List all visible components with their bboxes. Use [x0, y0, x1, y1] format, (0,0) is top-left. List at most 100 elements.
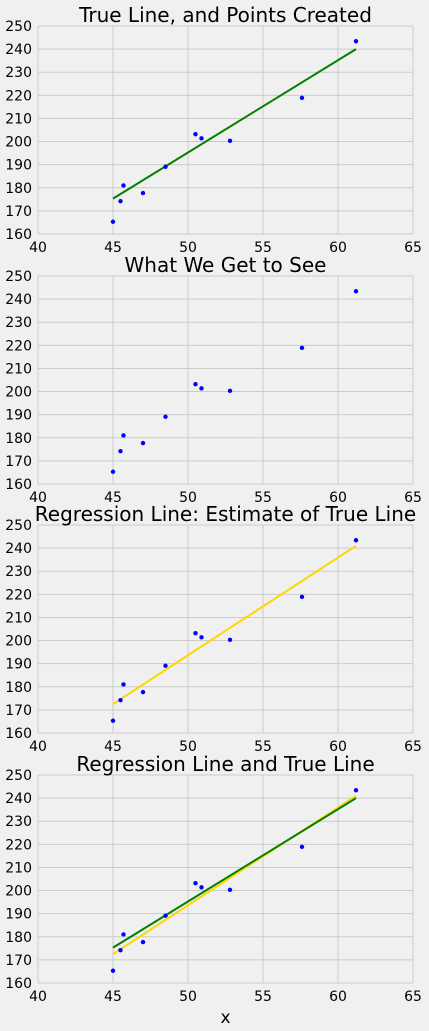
y-tick-label: 230	[5, 564, 32, 580]
data-point	[353, 39, 359, 44]
x-tick-label: 50	[179, 989, 197, 1005]
y-tick-label: 170	[5, 703, 32, 719]
chart-title: True Line, and Points Created	[78, 3, 372, 27]
x-tick-label: 40	[29, 739, 47, 755]
x-tick-label: 45	[104, 739, 122, 755]
y-tick-label: 220	[5, 338, 32, 354]
y-tick-label: 250	[5, 518, 32, 534]
x-tick-label: 50	[179, 490, 197, 506]
y-tick-label: 180	[5, 181, 32, 197]
data-point	[199, 635, 204, 640]
data-point	[199, 885, 204, 890]
series-line	[112, 544, 357, 705]
y-tick-label: 240	[5, 292, 32, 308]
data-point	[299, 95, 305, 101]
y-tick-label: 240	[5, 791, 32, 807]
data-point	[199, 136, 204, 141]
data-point	[193, 381, 198, 387]
y-tick-label: 210	[5, 610, 32, 626]
x-tick-label: 40	[29, 989, 47, 1005]
y-tick-label: 220	[5, 837, 32, 853]
y-tick-label: 190	[5, 408, 32, 424]
x-tick-label: 60	[329, 240, 347, 256]
y-tick-label: 170	[5, 204, 32, 220]
x-tick-label: 60	[329, 490, 347, 506]
data-point	[121, 932, 126, 937]
x-tick-label: 50	[179, 739, 197, 755]
y-tick-label: 160	[5, 227, 32, 243]
data-point	[163, 414, 168, 419]
x-tick-label: 55	[254, 739, 272, 755]
data-point	[110, 469, 116, 474]
data-point	[227, 887, 233, 893]
y-tick-label: 160	[5, 976, 32, 992]
chart-panel-3: 160 170 180 190 200 210 220 230 240 250 40 45 50 55 60…	[5, 502, 422, 755]
data-point	[353, 538, 359, 543]
y-tick-label: 190	[5, 907, 32, 923]
data-point	[193, 131, 198, 137]
data-point	[121, 433, 126, 438]
data-point	[163, 913, 168, 918]
chart-panel-1: 160 170 180 190 200 210 220 230 240 250 40 45 50 55 60…	[5, 3, 422, 256]
x-tick-label: 40	[29, 490, 47, 506]
data-point	[118, 697, 123, 703]
y-tick-label: 250	[5, 768, 32, 784]
x-tick-label: 65	[404, 989, 422, 1005]
x-tick-label: 65	[404, 240, 422, 256]
y-tick-label: 190	[5, 657, 32, 673]
data-point	[193, 630, 198, 636]
data-point	[299, 594, 305, 600]
data-point	[227, 138, 233, 144]
y-tick-label: 210	[5, 860, 32, 876]
y-tick-label: 180	[5, 930, 32, 946]
y-tick-label: 160	[5, 726, 32, 742]
data-point	[299, 345, 305, 351]
data-point	[110, 219, 116, 224]
y-tick-label: 180	[5, 431, 32, 447]
data-point	[299, 844, 305, 850]
data-point	[227, 388, 233, 394]
y-tick-label: 170	[5, 454, 32, 470]
y-tick-label: 160	[5, 477, 32, 493]
data-point	[140, 689, 146, 695]
x-axis-label: x	[220, 1008, 230, 1028]
x-tick-label: 45	[104, 989, 122, 1005]
x-tick-label: 55	[254, 490, 272, 506]
chart-title: Regression Line and True Line	[76, 752, 374, 776]
y-tick-label: 200	[5, 385, 32, 401]
data-point	[110, 968, 116, 973]
y-tick-label: 220	[5, 587, 32, 603]
data-point	[140, 939, 146, 945]
y-tick-label: 230	[5, 315, 32, 331]
data-point	[118, 448, 123, 454]
y-tick-label: 250	[5, 269, 32, 285]
x-tick-label: 45	[104, 240, 122, 256]
y-tick-label: 200	[5, 634, 32, 650]
y-tick-label: 220	[5, 88, 32, 104]
x-tick-label: 40	[29, 240, 47, 256]
series-line	[112, 48, 357, 200]
data-point	[118, 947, 123, 953]
data-point	[140, 440, 146, 446]
y-tick-label: 240	[5, 541, 32, 557]
y-tick-label: 210	[5, 361, 32, 377]
x-tick-label: 60	[329, 989, 347, 1005]
chart-panel-2: 160 170 180 190 200 210 220 230 240 250 40 45 50 55 60…	[5, 253, 422, 506]
x-tick-label: 55	[254, 240, 272, 256]
y-tick-label: 230	[5, 814, 32, 830]
chart-panel-4: 160 170 180 190 200 210 220 230 240 250 40 45 50 55 60…	[5, 752, 422, 1028]
x-tick-label: 60	[329, 739, 347, 755]
data-point	[227, 637, 233, 643]
data-point	[121, 183, 126, 188]
data-point	[163, 663, 168, 668]
x-tick-label: 65	[404, 490, 422, 506]
x-tick-label: 50	[179, 240, 197, 256]
chart-title: What We Get to See	[125, 253, 327, 277]
data-point	[353, 289, 359, 294]
data-point	[193, 880, 198, 886]
data-point	[199, 386, 204, 391]
y-tick-label: 250	[5, 19, 32, 35]
y-tick-label: 200	[5, 135, 32, 151]
data-point	[353, 788, 359, 793]
